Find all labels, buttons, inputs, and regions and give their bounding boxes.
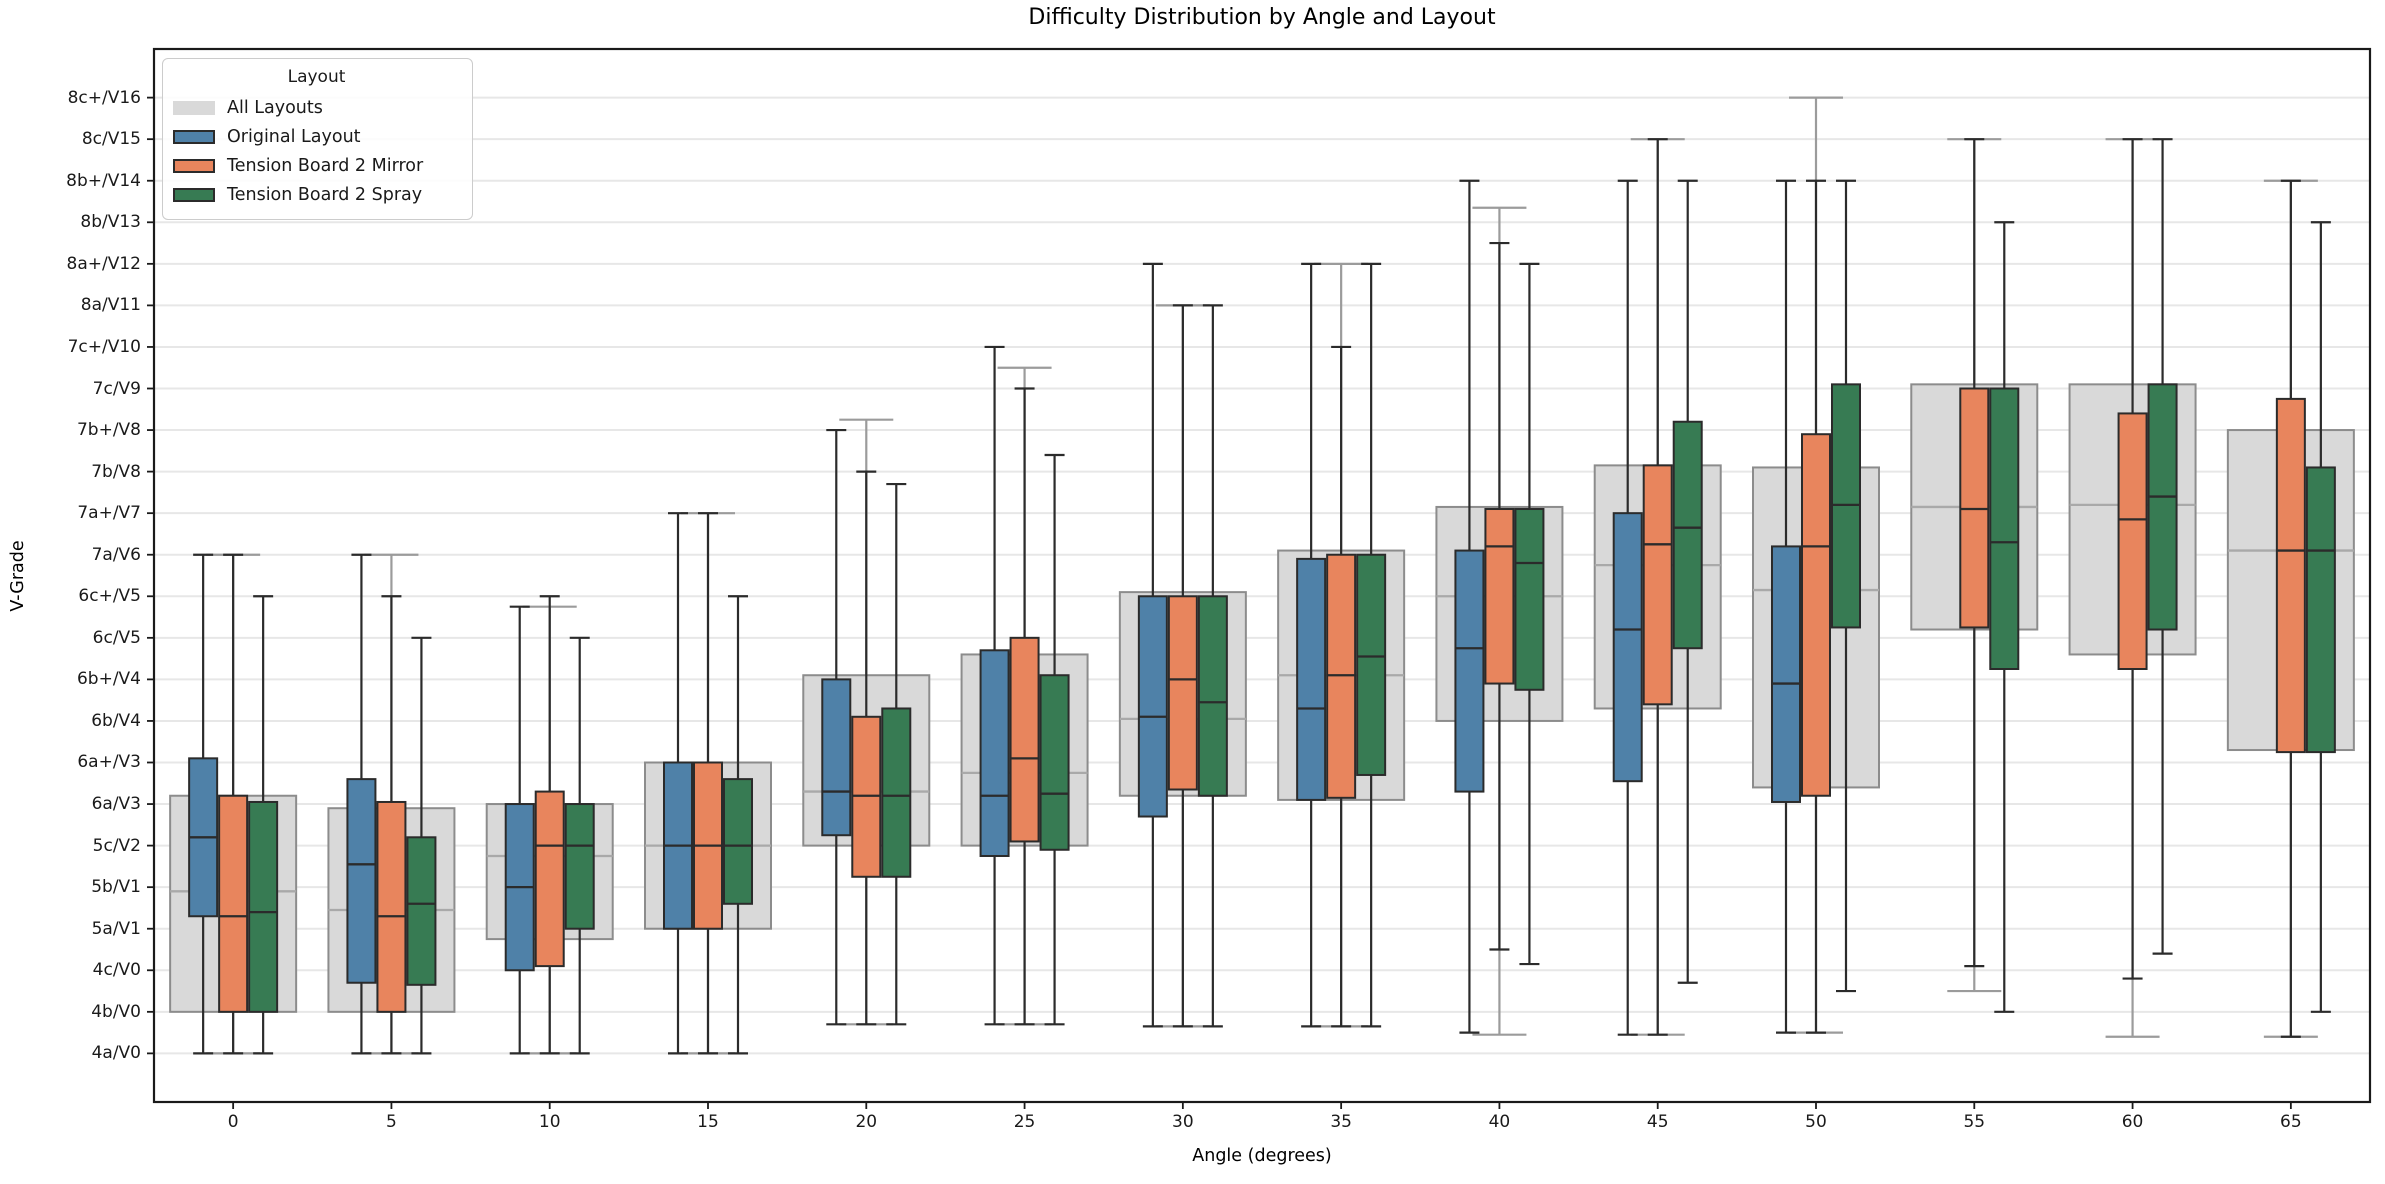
original-layout-box [1454, 549, 1485, 793]
legend-entry: Original Layout [173, 122, 460, 151]
tension-board-2-spray-box [723, 778, 753, 905]
y-tick-label: 5c/V2 [92, 835, 141, 856]
tension-board-2-spray-box [1197, 595, 1228, 797]
x-tick-label: 45 [1646, 1112, 1669, 1132]
legend-entry: All Layouts [173, 93, 460, 122]
legend-title: Layout [287, 67, 346, 87]
y-tick-label: 7a/V6 [91, 544, 141, 565]
tension-board-2-spray-box [1672, 420, 1703, 650]
plot-border [152, 47, 2372, 1104]
chart-title: Difficulty Distribution by Angle and Lay… [1028, 5, 1496, 30]
tension-board-2-spray-box [1989, 387, 2020, 670]
y-tick-label: 7c+/V10 [67, 336, 141, 357]
y-tick-label: 8a+/V12 [66, 253, 141, 274]
y-tick-label: 5a/V1 [91, 918, 141, 939]
x-tick-label: 0 [227, 1112, 239, 1132]
legend-color-patch-icon [173, 158, 215, 173]
legend-entry: Tension Board 2 Spray [173, 180, 460, 209]
tension-board-2-spray-box [406, 836, 437, 986]
tension-board-2-mirror-box [1642, 464, 1673, 706]
tension-board-2-mirror-box [1167, 595, 1198, 791]
original-layout-box [1137, 595, 1168, 818]
legend-color-patch-icon [173, 129, 215, 144]
tension-board-2-mirror-box [1009, 636, 1040, 843]
y-tick-label: 8a/V11 [80, 295, 141, 316]
tension-board-2-spray-box [248, 800, 279, 1013]
y-tick-label: 8b+/V14 [66, 170, 141, 191]
y-tick-label: 7b/V8 [91, 461, 141, 482]
y-tick-label: 7b+/V8 [76, 420, 141, 441]
y-tick-label: 6b/V4 [91, 710, 141, 731]
y-tick-label: 6a/V3 [91, 794, 141, 815]
tension-board-2-mirror-box [2117, 412, 2148, 670]
x-tick-label: 20 [855, 1112, 878, 1132]
legend: Layout All Layouts Original Layout Tension… [162, 58, 473, 220]
tension-board-2-spray-box [881, 707, 912, 878]
x-tick-label: 55 [1963, 1112, 1986, 1132]
original-layout-box [1771, 545, 1801, 803]
y-tick-label: 4c/V0 [92, 960, 141, 981]
x-tick-label: 60 [2121, 1112, 2144, 1132]
y-tick-label: 6c+/V5 [78, 586, 141, 607]
tension-board-2-spray-box [2305, 466, 2336, 754]
x-tick-label: 25 [1013, 1112, 1036, 1132]
tension-board-2-mirror-box [1801, 433, 1831, 797]
y-tick-label: 6a+/V3 [77, 752, 141, 773]
tension-board-2-mirror-box [376, 800, 407, 1013]
original-layout-box [821, 678, 852, 837]
y-tick-label: 4a/V0 [91, 1043, 141, 1064]
x-tick-label: 35 [1330, 1112, 1352, 1132]
x-tick-label: 10 [538, 1112, 561, 1132]
y-tick-label: 8c+/V16 [67, 87, 141, 108]
tension-board-2-mirror-box [2275, 397, 2306, 754]
y-tick-label: 4b/V0 [91, 1001, 141, 1022]
y-tick-label: 8b/V13 [80, 212, 141, 233]
original-layout-box [1612, 512, 1643, 783]
tension-board-2-spray-box [564, 803, 595, 930]
x-tick-label: 65 [2280, 1112, 2302, 1132]
legend-entry-label: Tension Board 2 Spray [227, 184, 423, 205]
legend-entry-label: All Layouts [227, 97, 323, 118]
legend-color-patch-icon [173, 187, 215, 202]
original-layout-box [1296, 557, 1327, 801]
tension-board-2-spray-box [1356, 553, 1387, 776]
y-tick-label: 5b/V1 [91, 877, 141, 898]
x-tick-label: 30 [1172, 1112, 1194, 1132]
y-tick-label: 6c/V5 [92, 627, 141, 648]
legend-entry: Tension Board 2 Mirror [173, 151, 460, 180]
x-axis-title: Angle (degrees) [1192, 1146, 1332, 1166]
tension-board-2-mirror-box [1484, 508, 1515, 685]
tension-board-2-mirror-box [534, 790, 565, 968]
x-tick-label: 5 [386, 1112, 397, 1132]
y-tick-label: 7a+/V7 [77, 503, 141, 524]
legend-entries: All Layouts Original Layout Tension Board … [173, 93, 460, 209]
y-tick-label: 8c/V15 [81, 129, 141, 150]
y-tick-label: 7c/V9 [92, 378, 141, 399]
y-tick-label: 6b+/V4 [76, 669, 141, 690]
x-tick-label: 50 [1805, 1112, 1827, 1132]
legend-entry-label: Tension Board 2 Mirror [227, 155, 424, 176]
legend-entry-label: Original Layout [227, 126, 361, 147]
original-layout-box [346, 778, 377, 984]
tension-board-2-spray-box [2147, 383, 2178, 631]
x-tick-label: 15 [697, 1112, 719, 1132]
x-tick-label: 40 [1488, 1112, 1511, 1132]
tension-board-2-spray-box [1039, 674, 1070, 851]
legend-color-patch-icon [173, 100, 215, 115]
original-layout-box [979, 649, 1010, 857]
tension-board-2-spray-box [1514, 508, 1545, 691]
tension-board-2-mirror-box [218, 794, 249, 1013]
